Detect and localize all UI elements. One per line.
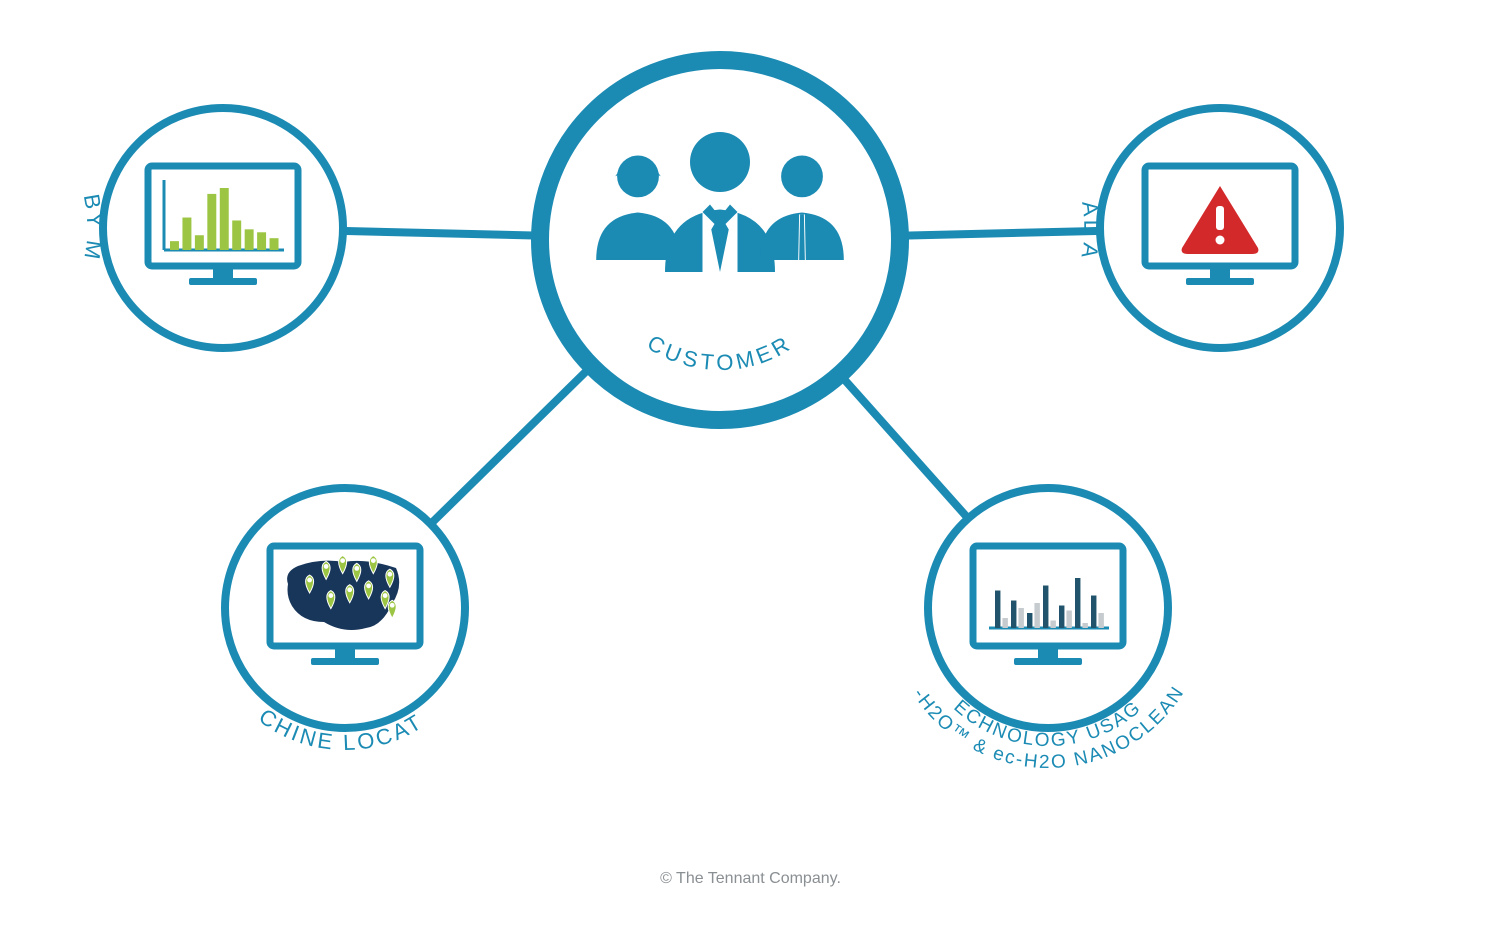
node-usage_by_machine: USAGE BY MACHINE <box>0 0 343 348</box>
label-usage-by-machine: USAGE BY MACHINE <box>0 0 107 264</box>
monitor-bar-chart-icon <box>148 166 298 285</box>
monitor-stacked-bars-icon <box>973 546 1123 665</box>
center-node: CUSTOMER <box>540 60 900 420</box>
copyright-text: © The Tennant Company. <box>0 870 1501 888</box>
monitor-map-icon <box>270 546 420 665</box>
monitor-alert-icon <box>1145 166 1295 285</box>
